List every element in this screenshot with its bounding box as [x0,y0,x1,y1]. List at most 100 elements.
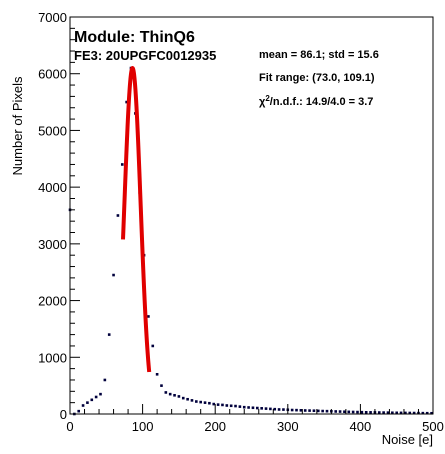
data-point [173,393,176,397]
data-point [151,344,155,348]
data-point [203,401,207,404]
data-point [399,411,403,415]
data-point [168,392,172,396]
data-point [421,411,425,415]
stat-chi2: χ2/n.d.f.: 14.9/4.0 = 3.7 [259,94,373,108]
data-point [290,408,294,412]
data-point [125,100,128,104]
data-point [86,401,89,404]
data-point [408,411,412,415]
data-point [351,410,355,414]
data-point [277,408,281,411]
data-point [295,408,298,412]
data-point [256,406,259,410]
data-point [386,411,390,414]
data-point [160,384,163,387]
data-point [299,409,303,412]
data-point [103,378,107,382]
x-tick-label: 0 [66,419,73,434]
data-point [212,402,216,406]
x-axis-title: Noise [e] [382,432,433,447]
chi2-symbol: χ [259,96,266,108]
data-point [99,392,102,396]
data-point [234,404,237,408]
y-tick-label: 6000 [38,67,67,82]
data-point [116,214,120,217]
x-tick-label: 500 [422,419,444,434]
fit-curve-group [121,66,152,373]
chi2-superscript: 2 [265,94,270,103]
data-point [225,404,229,407]
data-point [208,401,211,405]
data-point [282,408,285,411]
data-point [264,407,268,410]
data-point [90,398,94,402]
x-tick-label: 400 [350,419,372,434]
data-point [229,404,233,408]
gaussian-fit-curve [121,66,152,373]
data-point [316,409,320,413]
data-point [269,407,272,411]
data-point [77,409,81,413]
data-point [155,373,159,376]
data-point [181,396,185,400]
y-tick-label: 1000 [38,350,67,365]
data-point [404,411,407,415]
data-point [395,411,398,415]
data-point [190,399,194,402]
data-point [247,406,250,409]
data-point [147,315,150,318]
plot-frame [69,16,434,415]
stat-mean-std: mean = 86.1; std = 15.6 [259,49,379,61]
data-point [199,400,202,404]
chi2-value: /n.d.f.: 14.9/4.0 = 3.7 [270,96,374,108]
data-point [221,403,224,407]
stat-fit-range: Fit range: (73.0, 109.1) [259,72,375,84]
data-point [238,405,242,408]
y-tick-label: 7000 [38,10,67,25]
x-tick-label: 100 [132,419,154,434]
data-point [334,410,338,413]
data-point [260,407,263,410]
data-point [195,400,198,403]
data-point [412,411,416,415]
data-point [242,405,246,409]
data-point [107,333,111,336]
x-tick-label: 200 [204,419,226,434]
x-tick-label: 300 [277,419,299,434]
data-point [312,409,316,413]
data-point [251,406,255,410]
chart-subtitle: FE3: 20UPGFC0012935 [74,48,216,63]
data-point [391,411,394,415]
chart-title: Module: ThinQ6 [74,29,195,46]
data-point [303,409,307,412]
data-point [343,410,346,414]
y-tick-label: 2000 [38,294,67,309]
data-point [216,403,220,406]
y-tick-label: 3000 [38,237,67,252]
data-point [273,407,277,411]
data-point [81,404,85,407]
data-point [164,391,168,394]
data-points-group [68,66,433,416]
data-point [347,410,351,414]
y-tick-label: 5000 [38,123,67,138]
data-point [112,273,115,277]
y-tick-label: 4000 [38,180,67,195]
data-point [321,409,324,413]
data-point [369,411,372,414]
data-point [308,409,311,412]
data-point [360,410,364,414]
data-point [430,411,433,415]
data-point [377,411,381,414]
data-point [325,409,329,413]
data-point [94,395,98,399]
data-point [382,411,385,414]
y-axis-title: Number of Pixels [10,76,25,175]
data-point [177,395,181,398]
data-point [338,410,342,413]
data-point [120,163,124,166]
data-point [356,410,359,414]
